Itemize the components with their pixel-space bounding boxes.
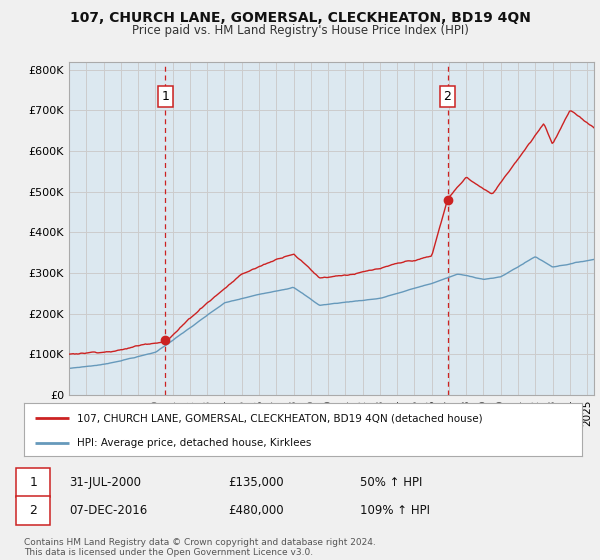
- Text: Contains HM Land Registry data © Crown copyright and database right 2024.
This d: Contains HM Land Registry data © Crown c…: [24, 538, 376, 557]
- Text: 07-DEC-2016: 07-DEC-2016: [69, 504, 147, 517]
- Text: 107, CHURCH LANE, GOMERSAL, CLECKHEATON, BD19 4QN: 107, CHURCH LANE, GOMERSAL, CLECKHEATON,…: [70, 11, 530, 25]
- Text: 107, CHURCH LANE, GOMERSAL, CLECKHEATON, BD19 4QN (detached house): 107, CHURCH LANE, GOMERSAL, CLECKHEATON,…: [77, 413, 482, 423]
- Text: Price paid vs. HM Land Registry's House Price Index (HPI): Price paid vs. HM Land Registry's House …: [131, 24, 469, 36]
- Text: HPI: Average price, detached house, Kirklees: HPI: Average price, detached house, Kirk…: [77, 438, 311, 448]
- Text: 50% ↑ HPI: 50% ↑ HPI: [360, 476, 422, 489]
- Text: 2: 2: [443, 90, 451, 103]
- Text: 1: 1: [29, 476, 37, 489]
- Text: £135,000: £135,000: [228, 476, 284, 489]
- Text: 109% ↑ HPI: 109% ↑ HPI: [360, 504, 430, 517]
- Text: 31-JUL-2000: 31-JUL-2000: [69, 476, 141, 489]
- Text: £480,000: £480,000: [228, 504, 284, 517]
- Text: 2: 2: [29, 504, 37, 517]
- Text: 1: 1: [161, 90, 169, 103]
